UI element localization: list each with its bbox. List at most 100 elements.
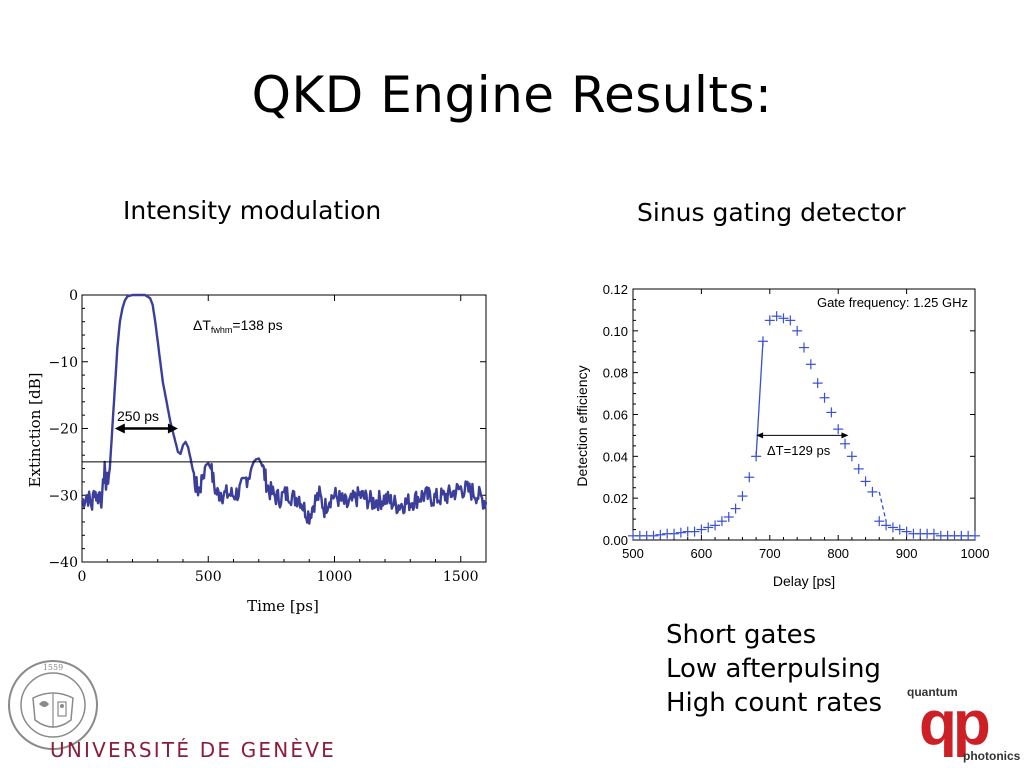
data-point	[682, 526, 693, 537]
left-ytick-label: 0	[69, 288, 78, 304]
data-point	[655, 529, 666, 540]
rise-line	[755, 341, 764, 457]
quantum-photonics-logo: quantum qp photonics	[907, 685, 1021, 763]
data-point	[956, 530, 967, 541]
data-point	[853, 463, 864, 474]
data-point	[887, 522, 898, 533]
right-chart-subtitle: Sinus gating detector	[637, 198, 906, 227]
data-point	[860, 476, 871, 487]
right-ylabel: Detection efficiency	[574, 365, 590, 486]
data-point	[928, 528, 939, 539]
extinction-trace	[80, 293, 488, 525]
svg-text:1559: 1559	[43, 663, 63, 672]
left-ytick-label: −40	[48, 555, 78, 571]
left-xtick-label: 1000	[317, 569, 353, 585]
data-point	[874, 516, 885, 527]
right-ytick-label: 0.06	[603, 408, 628, 423]
data-point	[901, 526, 912, 537]
delta-t-arrow-head-left	[756, 432, 764, 439]
bullet-item: Low afterpulsing	[666, 654, 881, 684]
data-point	[737, 491, 748, 502]
bullet-item: High count rates	[666, 688, 882, 718]
data-point	[819, 392, 830, 403]
data-point	[648, 530, 659, 541]
data-point	[723, 511, 734, 522]
right-ytick-label: 0.12	[603, 282, 628, 297]
data-point	[963, 530, 974, 541]
left-xtick-label: 1500	[443, 569, 479, 585]
data-point	[833, 424, 844, 435]
data-point	[949, 530, 960, 541]
fwhm-delta: ΔT	[193, 317, 211, 333]
data-point	[662, 528, 673, 539]
bullet-item: Short gates	[666, 620, 817, 650]
fall-line	[878, 491, 887, 522]
right-xtick-label: 1000	[961, 546, 990, 561]
data-point	[867, 486, 878, 497]
gate-frequency-annotation: Gate frequency: 1.25 GHz	[817, 295, 968, 310]
data-point	[812, 378, 823, 389]
data-point	[628, 530, 638, 541]
data-point	[730, 503, 741, 514]
data-point	[799, 342, 809, 353]
right-ytick-label: 0.02	[603, 491, 628, 506]
left-chart-subtitle: Intensity modulation	[123, 196, 382, 225]
right-xlabel: Delay [ps]	[773, 573, 835, 589]
fwhm-value: =138 ps	[232, 317, 282, 333]
data-point	[771, 311, 782, 322]
right-plot-frame	[632, 288, 976, 541]
data-point	[792, 325, 803, 336]
right-xtick-label: 700	[759, 546, 781, 561]
data-point	[689, 526, 700, 537]
data-point	[710, 520, 721, 531]
data-point	[778, 313, 789, 324]
data-point	[826, 407, 837, 418]
data-point	[751, 451, 762, 462]
delta-t-annotation: ΔT=129 ps	[767, 443, 831, 458]
right-ytick-label: 0.00	[603, 533, 628, 548]
qp-top-text: quantum	[907, 685, 958, 699]
data-point	[881, 520, 892, 531]
right-xtick-label: 500	[622, 546, 644, 561]
left-xlabel: Time [ps]	[247, 597, 319, 615]
left-xtick-label: 0	[78, 569, 87, 585]
left-plot-frame	[81, 294, 487, 563]
left-xtick-label: 500	[195, 569, 222, 585]
data-point	[805, 359, 816, 370]
data-point	[696, 524, 707, 535]
data-point	[744, 472, 755, 483]
left-ytick-label: −10	[48, 355, 78, 371]
bullet-list: Short gates Low afterpulsing High count …	[666, 618, 882, 720]
width-annotation: 250 ps	[117, 408, 159, 424]
width-arrow-head-left	[114, 423, 125, 434]
data-point	[970, 530, 980, 541]
data-point	[935, 530, 946, 541]
left-ylabel: Extinction [dB]	[26, 373, 44, 488]
data-point	[703, 522, 714, 533]
slide-title: QKD Engine Results:	[251, 66, 773, 124]
left-ytick-label: −20	[48, 422, 78, 438]
fwhm-annotation: ΔTfwhm=138 ps	[193, 317, 283, 335]
width-arrow-head-right	[167, 423, 178, 434]
data-point	[942, 530, 953, 541]
data-point	[764, 315, 775, 326]
data-point	[675, 527, 686, 538]
fwhm-sub: fwhm	[211, 325, 233, 335]
data-point	[641, 530, 652, 541]
data-point	[669, 528, 680, 539]
university-name: UNIVERSITÉ DE GENÈVE	[50, 738, 336, 762]
left-ytick-label: −30	[48, 488, 78, 504]
right-ytick-label: 0.04	[603, 449, 628, 464]
data-point	[922, 528, 933, 539]
data-point	[894, 524, 905, 535]
data-point	[846, 451, 857, 462]
data-point	[785, 315, 796, 326]
right-xtick-label: 900	[896, 546, 918, 561]
right-xtick-label: 600	[691, 546, 713, 561]
data-point	[915, 528, 926, 539]
data-point	[908, 528, 919, 539]
qp-letters: qp	[919, 689, 989, 758]
right-ytick-label: 0.08	[603, 366, 628, 381]
data-point	[840, 438, 851, 449]
delta-t-arrow-head-right	[841, 432, 849, 439]
